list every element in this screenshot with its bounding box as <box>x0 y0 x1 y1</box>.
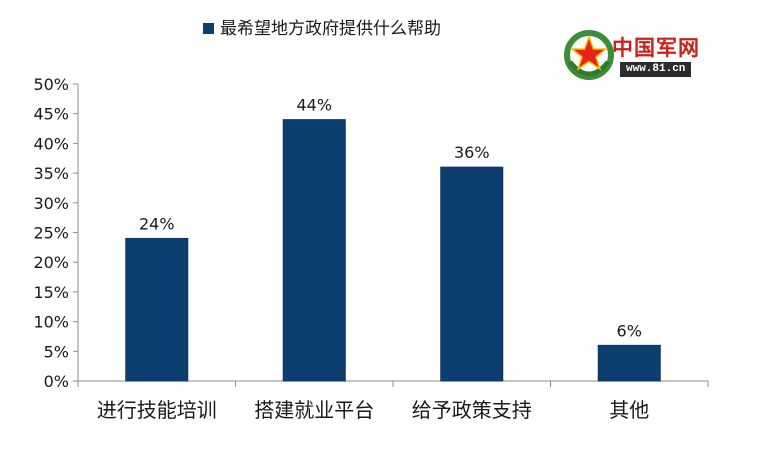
y-tick-label: 45% <box>33 105 69 124</box>
watermark-logo: 中国军网 www.81.cn <box>562 28 742 86</box>
y-tick-label: 50% <box>33 75 69 94</box>
y-tick-label: 35% <box>33 164 69 183</box>
data-label: 44% <box>296 96 332 115</box>
y-tick-label: 25% <box>33 224 69 243</box>
x-axis: 进行技能培训 搭建就业平台 给予政策支持 其他 <box>77 380 709 422</box>
data-labels: 24% 44% 36% 6% <box>139 96 642 341</box>
watermark-url: www.81.cn <box>620 62 692 77</box>
data-label: 36% <box>454 143 490 162</box>
x-tick-label: 其他 <box>609 398 649 422</box>
legend: 最希望地方政府提供什么帮助 <box>203 19 441 39</box>
bar <box>597 344 661 382</box>
legend-label: 最希望地方政府提供什么帮助 <box>220 19 441 39</box>
legend-swatch <box>203 23 214 34</box>
y-axis: 0% 5% 10% 15% 20% 25% 30% 35% 40% 45% 50% <box>33 75 79 391</box>
y-tick-label: 10% <box>33 313 69 332</box>
bars <box>125 119 661 382</box>
bar <box>125 237 189 382</box>
data-label: 6% <box>617 321 642 340</box>
bar <box>282 119 346 382</box>
data-label: 24% <box>139 214 175 233</box>
y-tick-label: 5% <box>44 342 69 361</box>
x-tick-label: 搭建就业平台 <box>254 398 374 422</box>
x-tick-label: 给予政策支持 <box>412 398 532 422</box>
y-tick-label: 15% <box>33 283 69 302</box>
bar <box>440 166 504 382</box>
y-tick-label: 40% <box>33 134 69 153</box>
y-tick-label: 0% <box>44 372 69 391</box>
y-tick-label: 30% <box>33 194 69 213</box>
watermark-site-name: 中国军网 <box>612 36 700 60</box>
x-tick-label: 进行技能培训 <box>97 398 217 422</box>
army-emblem-icon <box>564 30 614 80</box>
y-tick-label: 20% <box>33 253 69 272</box>
